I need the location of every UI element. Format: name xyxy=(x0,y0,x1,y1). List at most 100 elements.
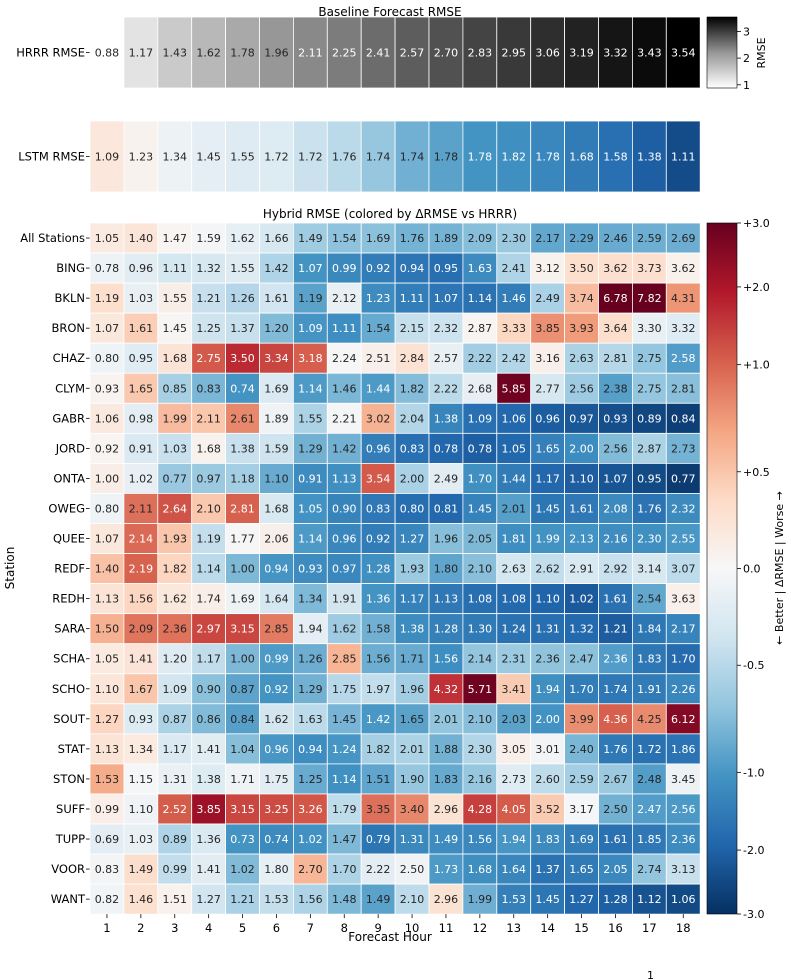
y-axis-label: Station xyxy=(3,547,17,590)
hybrid-cell-label: 1.45 xyxy=(468,502,493,515)
hybrid-cell-label: 1.67 xyxy=(129,683,154,696)
lstm-cell xyxy=(632,120,667,193)
hybrid-cell xyxy=(259,252,294,284)
hybrid-cell-label: 4.28 xyxy=(468,803,493,816)
hybrid-cell-label: 5.71 xyxy=(468,683,493,696)
hybrid-cell xyxy=(326,493,362,524)
hybrid-cell xyxy=(530,673,566,705)
hybrid-cell-label: 1.80 xyxy=(434,563,459,576)
hybrid-cell-label: 6.12 xyxy=(671,713,696,726)
hybrid-cell xyxy=(259,673,294,705)
hybrid-cell-label: 1.61 xyxy=(264,292,289,305)
hybrid-cell xyxy=(225,372,260,404)
hybrid-cell-label: 1.94 xyxy=(298,623,323,636)
lstm-cell-label: 1.76 xyxy=(332,151,357,164)
hybrid-cell-label: 0.96 xyxy=(366,442,391,455)
hybrid-cell-label: 1.99 xyxy=(468,893,493,906)
hybrid-cell-label: 0.92 xyxy=(95,442,120,455)
hybrid-cell-label: 1.41 xyxy=(196,743,221,756)
hrrr-cell-label: 2.83 xyxy=(468,47,493,60)
hybrid-cell-label: 1.14 xyxy=(298,533,323,546)
lstm-cell-label: 1.09 xyxy=(95,151,120,164)
hybrid-cell-label: 2.97 xyxy=(196,623,221,636)
hybrid-cell xyxy=(665,583,701,615)
hybrid-cell xyxy=(428,493,464,524)
hybrid-cell-label: 1.37 xyxy=(535,863,560,876)
hybrid-cell-label: 1.19 xyxy=(298,292,323,305)
hybrid-cell xyxy=(564,673,599,705)
hybrid-cell-label: 0.83 xyxy=(366,502,391,515)
hybrid-cell-label: 2.49 xyxy=(434,472,459,485)
hybrid-cell-label: 0.94 xyxy=(264,563,289,576)
hybrid-cell xyxy=(326,402,362,434)
hybrid-cell-label: 1.42 xyxy=(332,442,357,455)
hybrid-cell-label: 1.45 xyxy=(332,713,357,726)
hrrr-cell-label: 3.06 xyxy=(535,47,560,60)
hybrid-cell xyxy=(564,432,599,464)
hybrid-cell-label: 1.10 xyxy=(535,593,560,606)
x-tick-label: 6 xyxy=(273,921,280,935)
hybrid-cell xyxy=(360,793,396,825)
hrrr-cell-label: 2.41 xyxy=(366,47,391,60)
hybrid-cell xyxy=(191,853,226,885)
hybrid-cell-label: 0.94 xyxy=(298,743,323,756)
hybrid-cell-label: 2.31 xyxy=(502,653,527,666)
hybrid-cell xyxy=(394,372,430,404)
lstm-cell xyxy=(530,120,566,193)
hybrid-cell-label: 4.32 xyxy=(434,683,459,696)
hybrid-cell xyxy=(191,703,226,735)
hybrid-cell xyxy=(632,763,667,795)
hybrid-cell xyxy=(259,553,294,584)
x-tick-label: 17 xyxy=(642,921,657,935)
hybrid-cell xyxy=(89,583,125,615)
hybrid-cell-label: 1.89 xyxy=(434,232,459,245)
hrrr-cell xyxy=(225,16,260,89)
hybrid-cell-label: 1.59 xyxy=(264,442,289,455)
hybrid-cell xyxy=(259,372,294,404)
hybrid-cell-label: 1.11 xyxy=(332,322,357,335)
hybrid-cell-label: 2.49 xyxy=(535,292,560,305)
hybrid-cell-label: 2.75 xyxy=(637,382,662,395)
delta-colorbar-tick-label: -0.5 xyxy=(743,659,764,672)
hybrid-cell-label: 1.19 xyxy=(95,292,120,305)
hybrid-cell xyxy=(598,493,633,524)
hybrid-cell xyxy=(123,312,159,344)
hybrid-cell-label: 1.20 xyxy=(163,653,188,666)
hybrid-cell-label: 1.06 xyxy=(95,412,120,425)
hybrid-cell-label: 1.27 xyxy=(400,533,425,546)
x-tick-label: 8 xyxy=(341,921,348,935)
hybrid-cell-label: 1.56 xyxy=(468,833,493,846)
hybrid-cell xyxy=(496,553,532,584)
hybrid-cell-label: 1.08 xyxy=(502,593,527,606)
baseline-panel-title: Baseline Forecast RMSE xyxy=(318,5,461,19)
hybrid-cell-label: 2.96 xyxy=(434,803,459,816)
hybrid-cell xyxy=(394,342,430,374)
hybrid-cell-label: 1.28 xyxy=(603,893,628,906)
hybrid-cell-label: 0.87 xyxy=(163,713,188,726)
hybrid-cell xyxy=(530,553,566,584)
hybrid-cell-label: 1.61 xyxy=(569,502,594,515)
hybrid-cell xyxy=(665,643,701,675)
hrrr-cell xyxy=(191,16,226,89)
hybrid-cell-label: 1.05 xyxy=(502,442,527,455)
hybrid-cell xyxy=(292,523,328,554)
x-tick-label: 1 xyxy=(103,921,110,935)
hybrid-cell xyxy=(428,613,464,645)
hybrid-cell xyxy=(665,402,701,434)
hybrid-cell xyxy=(632,523,667,554)
hybrid-cell-label: 0.92 xyxy=(264,683,289,696)
hybrid-cell-label: 1.06 xyxy=(502,412,527,425)
hybrid-cell-label: 1.56 xyxy=(434,653,459,666)
hybrid-cell xyxy=(326,342,362,374)
x-axis-label: Forecast Hour xyxy=(348,930,432,944)
hybrid-cell xyxy=(462,823,498,855)
hybrid-cell xyxy=(157,703,193,735)
lstm-cell-label: 1.74 xyxy=(366,151,391,164)
hybrid-cell-label: 0.99 xyxy=(163,863,188,876)
hybrid-cell-label: 1.36 xyxy=(196,833,221,846)
hybrid-cell-label: 0.98 xyxy=(129,412,154,425)
hrrr-cell-label: 1.17 xyxy=(129,47,154,60)
hybrid-cell-label: 3.45 xyxy=(671,773,696,786)
hybrid-cell-label: 1.70 xyxy=(569,683,594,696)
hybrid-cell-label: 1.89 xyxy=(264,412,289,425)
